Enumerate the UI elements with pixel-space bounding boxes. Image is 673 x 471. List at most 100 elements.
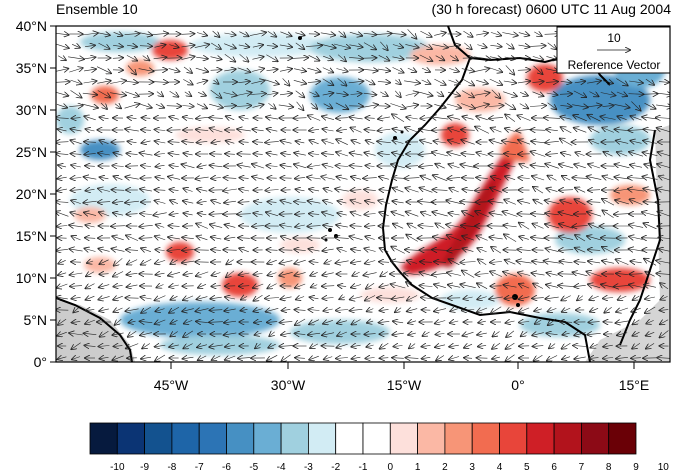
wind-vector <box>505 128 516 131</box>
wind-vector <box>392 333 404 335</box>
wind-vector <box>84 142 96 143</box>
wind-vector <box>266 117 279 119</box>
wind-vector <box>282 78 290 85</box>
wind-vector <box>377 69 390 71</box>
wind-vector <box>380 272 388 277</box>
wind-vector <box>422 345 431 346</box>
wind-vector <box>112 190 125 191</box>
shade-patch <box>495 274 535 306</box>
wind-vector <box>56 33 68 35</box>
wind-vector <box>379 285 389 287</box>
wind-vector <box>603 345 613 347</box>
wind-vector <box>85 238 96 239</box>
wind-vector <box>83 81 97 83</box>
wind-vector <box>518 33 529 36</box>
wind-vector <box>531 130 546 131</box>
wind-vector <box>212 273 221 276</box>
wind-vector <box>280 261 293 264</box>
wind-vector <box>182 106 193 107</box>
wind-vector <box>336 69 347 72</box>
wind-vector <box>170 189 179 190</box>
wind-vector <box>295 42 304 49</box>
wind-vector <box>294 118 307 119</box>
wind-vector <box>278 105 293 107</box>
wind-vector <box>475 127 490 134</box>
wind-vector <box>280 165 292 167</box>
wind-vector <box>224 309 236 311</box>
wind-vector <box>169 345 179 347</box>
wind-vector <box>280 31 291 36</box>
wind-vector <box>294 202 306 203</box>
wind-vector <box>533 346 544 347</box>
wind-vector <box>449 55 458 61</box>
wind-vector <box>503 81 516 83</box>
wind-vector <box>294 272 306 275</box>
wind-vector <box>616 321 629 323</box>
wind-vector <box>323 201 333 204</box>
wind-vector <box>183 296 194 300</box>
wind-vector <box>630 116 642 120</box>
wind-vector <box>505 166 516 167</box>
wind-vector <box>336 225 348 227</box>
wind-vector <box>100 117 109 119</box>
wind-vector <box>548 318 557 325</box>
wind-vector <box>531 152 546 157</box>
wind-vector <box>223 93 237 96</box>
wind-vector <box>169 142 180 143</box>
colorbar-cell <box>389 422 418 455</box>
wind-vector <box>450 309 458 312</box>
wind-vector <box>518 178 530 179</box>
forecast-time: (30 h forecast) 0600 UTC 11 Aug 2004 <box>431 1 671 17</box>
wind-vector <box>337 332 348 336</box>
wind-vector <box>267 166 278 167</box>
wind-vector <box>616 78 627 86</box>
wind-vector <box>98 202 111 203</box>
wind-vector <box>85 249 96 252</box>
wind-vector <box>516 261 532 263</box>
wind-vector <box>267 260 277 264</box>
wind-vector <box>657 128 670 133</box>
wind-vector <box>474 93 490 96</box>
colorbar-label: 2 <box>442 462 448 471</box>
wind-vector <box>56 43 69 48</box>
wind-vector <box>614 214 631 215</box>
wind-vector <box>560 105 571 106</box>
wind-vector <box>336 344 348 348</box>
wind-vector <box>559 94 572 95</box>
wind-vector <box>390 33 405 34</box>
wind-vector <box>644 223 657 230</box>
wind-vector <box>393 224 404 229</box>
wind-vector <box>392 153 404 156</box>
wind-vector <box>252 45 263 47</box>
wind-vector <box>296 297 305 300</box>
wind-vector <box>240 117 249 119</box>
shade-patch <box>152 40 188 60</box>
wind-vector <box>182 250 194 251</box>
wind-vector <box>574 164 586 168</box>
wind-vector <box>436 92 444 96</box>
wind-vector <box>519 297 530 300</box>
wind-vector <box>166 106 181 107</box>
wind-vector <box>519 308 530 312</box>
wind-vector <box>351 177 362 180</box>
wind-vector <box>562 357 571 360</box>
wind-vector <box>171 296 178 300</box>
wind-vector <box>604 307 612 312</box>
wind-vector <box>618 296 627 300</box>
wind-vector <box>546 285 559 288</box>
wind-vector <box>421 212 432 216</box>
wind-vector <box>644 129 657 130</box>
wind-vector <box>307 226 321 227</box>
wind-vector <box>628 130 644 131</box>
wind-vector <box>336 152 348 156</box>
wind-vector <box>657 358 670 359</box>
wind-vector <box>504 102 515 109</box>
colorbar-label: -9 <box>140 462 149 471</box>
wind-vector <box>658 82 669 83</box>
wind-vector <box>98 189 110 192</box>
wind-vector <box>211 200 221 203</box>
wind-vector <box>212 356 221 360</box>
shade-patch <box>84 257 116 273</box>
wind-vector <box>350 226 362 227</box>
wind-vector <box>308 333 321 335</box>
